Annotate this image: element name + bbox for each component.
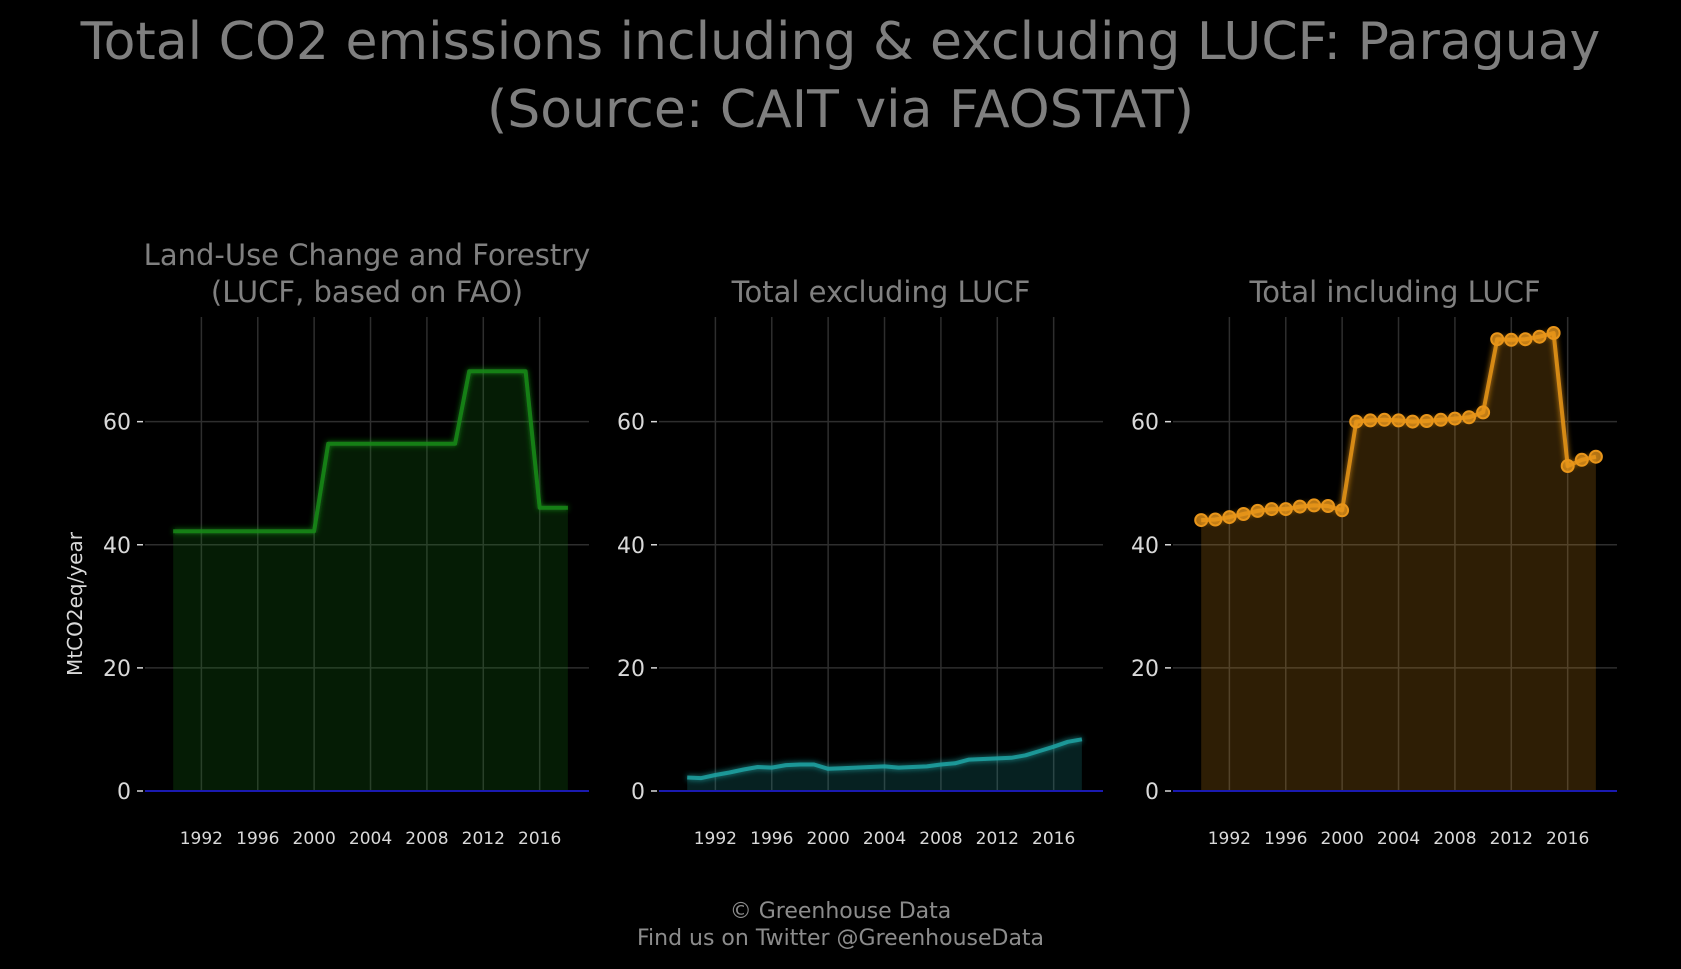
data-point [1518, 332, 1533, 347]
x-tick-label: 1996 [750, 829, 793, 849]
data-point [1278, 502, 1293, 517]
data-point [1532, 329, 1547, 344]
data-point [1250, 503, 1265, 518]
data-point [1208, 512, 1223, 527]
footer-credit: © Greenhouse Data Find us on Twitter @Gr… [0, 898, 1681, 952]
data-point [1447, 411, 1462, 426]
x-tick-label: 1992 [694, 829, 737, 849]
data-point [1504, 332, 1519, 347]
y-tick-label: 40 [103, 534, 131, 559]
data-point [1349, 414, 1364, 429]
series-area [687, 739, 1082, 791]
x-tick-label: 2012 [462, 829, 505, 849]
series-area [173, 371, 568, 791]
data-point [1307, 498, 1321, 513]
y-tick-label: 40 [1131, 534, 1159, 559]
x-tick-label: 1996 [236, 829, 279, 849]
data-point [1222, 510, 1237, 525]
x-tick-label: 2012 [976, 829, 1019, 849]
data-point [1292, 499, 1307, 514]
series-line [173, 369, 568, 534]
panel-title: Land-Use Change and Forestry [144, 238, 591, 272]
series-line [687, 737, 1083, 781]
data-point [1560, 459, 1575, 473]
footer-copyright: © Greenhouse Data [729, 899, 952, 924]
y-tick-label: 60 [103, 411, 131, 436]
chart-panel-2: 0 20 40 60 1992 1996 2000 2004 2008 2012 2016 Total… [617, 275, 1103, 849]
data-point [1419, 414, 1434, 428]
panel-title: Total excluding LUCF [731, 275, 1031, 309]
data-point [1462, 410, 1476, 425]
chart-title-line-1: Total CO2 emissions including & excludin… [80, 12, 1601, 72]
x-tick-label: 2012 [1490, 829, 1533, 849]
data-point [1335, 503, 1350, 518]
data-point [1236, 507, 1251, 521]
data-point [1363, 413, 1378, 428]
y-tick-label: 40 [617, 534, 645, 559]
panel-title: Total including LUCF [1248, 275, 1540, 309]
y-tick-label: 0 [117, 780, 131, 805]
data-point [1490, 332, 1505, 347]
series-area [1201, 333, 1596, 791]
x-tick-label: 2004 [863, 829, 906, 849]
data-point [1377, 412, 1392, 427]
y-tick-label: 0 [631, 780, 645, 805]
chart-title-line-2: (Source: CAIT via FAOSTAT) [486, 80, 1195, 140]
y-tick-label: 20 [1131, 657, 1159, 682]
x-tick-label: 2016 [1032, 829, 1075, 849]
chart-panel-1: 0 20 40 60 1992 1996 2000 2004 2008 2012 2016 Land-… [63, 238, 590, 849]
x-tick-label: 1992 [180, 829, 223, 849]
data-point [1476, 405, 1491, 420]
y-tick-label: 60 [617, 411, 645, 436]
data-point [1546, 326, 1561, 340]
chart-title: Total CO2 emissions including & excludin… [0, 8, 1681, 144]
data-point [1405, 414, 1420, 429]
x-tick-label: 2008 [1433, 829, 1476, 849]
data-point [1574, 452, 1589, 467]
x-tick-label: 1996 [1264, 829, 1307, 849]
x-tick-label: 2000 [293, 829, 336, 849]
y-axis-label: MtCO2eq/year [63, 531, 87, 676]
y-tick-label: 20 [617, 657, 645, 682]
x-tick-label: 2004 [349, 829, 392, 849]
data-point [1264, 502, 1279, 517]
x-tick-label: 2008 [405, 829, 448, 849]
panel-title: (LUCF, based on FAO) [211, 275, 523, 309]
x-tick-label: 2016 [1546, 829, 1589, 849]
footer-twitter: Find us on Twitter @GreenhouseData [636, 926, 1045, 951]
y-tick-label: 60 [1131, 411, 1159, 436]
x-tick-label: 2000 [1321, 829, 1364, 849]
data-point [1588, 449, 1603, 464]
data-point [1194, 513, 1209, 528]
x-tick-label: 2008 [919, 829, 962, 849]
x-tick-label: 1992 [1208, 829, 1251, 849]
x-tick-label: 2016 [518, 829, 561, 849]
x-tick-label: 2000 [807, 829, 850, 849]
chart-panel-3: 0 20 40 60 1992 1996 2000 2004 2008 2012 2016 Total… [1131, 275, 1617, 849]
data-point [1321, 499, 1335, 513]
x-tick-label: 2004 [1377, 829, 1420, 849]
data-point [1433, 412, 1448, 427]
y-tick-label: 20 [103, 657, 131, 682]
data-point [1391, 413, 1406, 428]
y-tick-label: 0 [1145, 780, 1159, 805]
